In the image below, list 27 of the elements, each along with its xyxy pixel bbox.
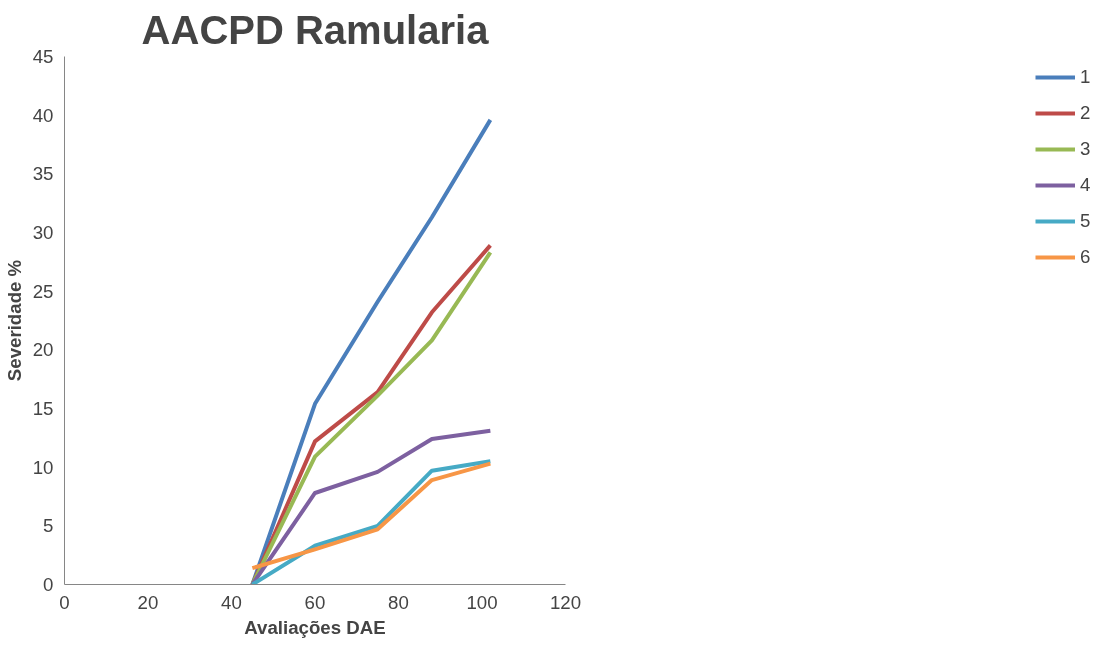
x-tick-label: 120: [549, 591, 582, 613]
chart-title: AACPD Ramularia: [141, 7, 490, 52]
line-series: [250, 428, 493, 585]
y-tick-label: 45: [32, 46, 54, 67]
y-tick-label: 15: [32, 398, 54, 419]
x-tick-label: 60: [304, 591, 326, 613]
legend-label: 2: [1080, 102, 1092, 124]
x-tick-label: 80: [388, 591, 409, 613]
legend-label: 4: [1080, 174, 1092, 196]
legend-label: 5: [1080, 210, 1092, 232]
legend-label: 3: [1080, 138, 1092, 160]
x-tick-label: 20: [137, 591, 159, 613]
x-tick-label: 0: [59, 591, 70, 613]
legend-label: 1: [1080, 66, 1092, 88]
x-axis-title: Avaliações DAE: [244, 616, 386, 638]
y-tick-label: 5: [43, 515, 54, 537]
y-tick-label: 25: [32, 280, 54, 302]
y-tick-label: 40: [32, 104, 54, 126]
y-tick-label: 35: [32, 163, 54, 185]
y-tick-label: 30: [32, 222, 54, 243]
x-tick-label: 40: [221, 591, 242, 613]
y-tick-label: 0: [43, 574, 54, 595]
y-axis-title: Severidade %: [3, 259, 25, 382]
y-tick-label: 10: [32, 456, 54, 478]
x-tick-label: 100: [466, 591, 498, 613]
legend-label: 6: [1080, 246, 1092, 268]
y-tick-label: 20: [32, 339, 54, 361]
